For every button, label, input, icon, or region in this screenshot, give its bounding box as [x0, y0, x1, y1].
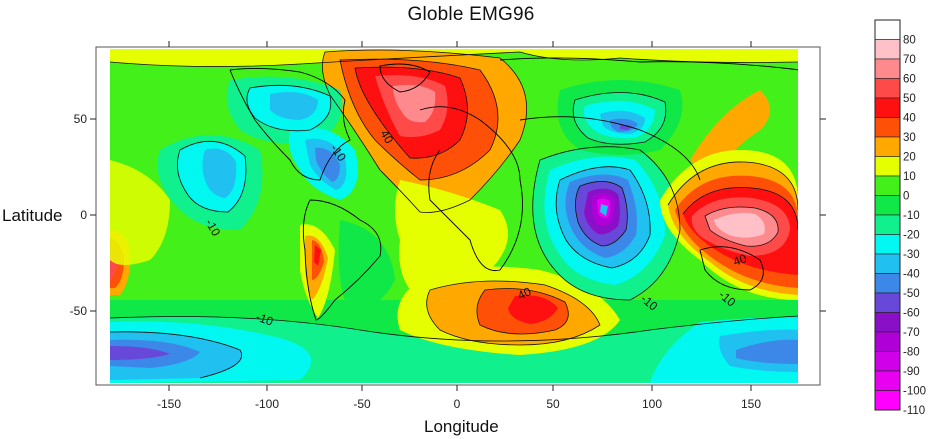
colorbar-swatch	[874, 97, 901, 118]
contour-lines	[110, 49, 798, 379]
x-axis-label: Longitude	[424, 417, 499, 436]
colorbar-swatch	[874, 253, 901, 274]
colorbar-swatch	[874, 331, 901, 352]
colorbar-label: -50	[903, 288, 920, 300]
x-tick-label: -50	[353, 397, 371, 411]
colorbar-swatch	[874, 214, 901, 235]
colorbar-swatch	[874, 175, 901, 196]
svg-text:40: 40	[731, 251, 749, 269]
x-axis	[168, 41, 752, 391]
colorbar-swatch	[874, 292, 901, 313]
colorbar-swatch	[874, 195, 901, 216]
colorbar-swatch	[874, 78, 901, 99]
x-tick-label: 100	[642, 397, 662, 411]
y-tick-label: -50	[70, 304, 88, 318]
chart-title: Globle EMG96	[407, 4, 535, 25]
colorbar-swatch	[874, 156, 901, 177]
x-tick-label: 50	[546, 397, 560, 411]
colorbar-label: -40	[903, 269, 920, 281]
colorbar-label: -30	[903, 249, 920, 261]
colorbar-label: 60	[903, 74, 916, 86]
colorbar-swatch	[874, 312, 901, 333]
plot-frame	[95, 46, 821, 386]
colorbar-label: -100	[903, 386, 926, 398]
colorbar-labels: 80 70 60 50 40 30 20 10 0 -10 -20 -30 -40 -50 -60 -70 -8…	[903, 35, 926, 418]
contour-field	[110, 49, 798, 383]
x-tick-label: 0	[454, 397, 461, 411]
colorbar-label: -20	[903, 230, 920, 242]
colorbar-label: 20	[903, 152, 916, 164]
y-tick-label: 50	[74, 112, 88, 126]
colorbar-swatch	[874, 136, 901, 157]
colorbar-label: 50	[903, 93, 916, 105]
colorbar-swatch	[874, 117, 901, 138]
colorbar-label: -80	[903, 347, 920, 359]
y-tick-labels: 50 0 -50	[70, 112, 88, 318]
colorbar-label: 0	[903, 191, 909, 203]
colorbar-swatch	[874, 390, 901, 411]
colorbar-swatch	[874, 351, 901, 372]
colorbar-swatch	[874, 273, 901, 294]
colorbar-label: 80	[903, 35, 916, 47]
x-tick-label: -100	[255, 397, 279, 411]
colorbar-label: -110	[903, 405, 925, 417]
colorbar-swatches	[874, 19, 901, 411]
colorbar-label: 30	[903, 132, 916, 144]
colorbar-swatch	[874, 234, 901, 255]
y-tick-label: 0	[80, 208, 87, 222]
x-tick-label: -150	[157, 397, 181, 411]
x-tick-labels: -150 -100 -50 0 50 100 150	[157, 397, 761, 411]
x-tick-label: 150	[741, 397, 761, 411]
colorbar-swatch	[874, 39, 901, 60]
svg-text:40: 40	[515, 284, 533, 302]
colorbar-swatch	[874, 370, 901, 391]
colorbar-swatch	[874, 58, 901, 79]
y-axis-label: Latitude	[2, 206, 63, 225]
colorbar-swatch	[874, 19, 901, 40]
colorbar-label: -60	[903, 308, 920, 320]
colorbar-label: -70	[903, 327, 920, 339]
colorbar-label: -10	[903, 210, 920, 222]
colorbar-label: 40	[903, 113, 916, 125]
coastlines	[229, 57, 798, 321]
colorbar-label: 10	[903, 171, 916, 183]
svg-text:40: 40	[377, 128, 396, 147]
colorbar-label: -90	[903, 366, 920, 378]
y-axis	[90, 118, 826, 312]
colorbar-label: 70	[903, 54, 916, 66]
svg-text:-10: -10	[254, 310, 275, 329]
